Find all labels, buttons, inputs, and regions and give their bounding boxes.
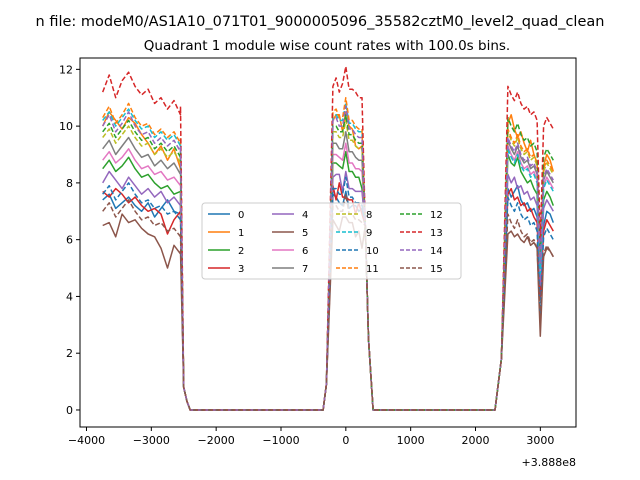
x-tick-label: 1000	[397, 434, 425, 447]
y-tick-label: 6	[66, 234, 73, 247]
legend-label-14: 14	[430, 246, 443, 257]
legend-label-3: 3	[238, 264, 244, 275]
series-line-13	[101, 65, 554, 411]
y-tick-label: 12	[59, 63, 73, 76]
series-line-9	[102, 102, 554, 411]
x-tick-label: −1000	[262, 434, 299, 447]
x-axis: −4000 −3000 −2000 −1000 0 1000 2000 3000	[68, 427, 554, 447]
chart-title: Quadrant 1 module wise count rates with …	[144, 38, 510, 54]
plot-area-frame	[79, 57, 577, 428]
series-line-12	[102, 114, 554, 411]
figure-suptitle: n file: modeM0/AS1A10_071T01_9000005096_…	[36, 14, 605, 30]
legend-label-1: 1	[238, 228, 244, 239]
legend-label-4: 4	[302, 210, 308, 221]
legend-frame	[201, 202, 462, 280]
legend-label-0: 0	[238, 210, 244, 221]
series-line-14	[102, 105, 554, 411]
legend-label-9: 9	[366, 228, 372, 239]
x-tick-label: −4000	[68, 434, 105, 447]
y-tick-label: 2	[66, 347, 73, 360]
y-axis: 0 2 4 6 8 10 12	[59, 63, 80, 417]
legend-label-2: 2	[238, 246, 244, 257]
legend-label-12: 12	[430, 210, 443, 221]
legend-label-5: 5	[302, 228, 308, 239]
x-tick-label: 0	[342, 434, 349, 447]
y-tick-label: 10	[59, 120, 73, 133]
legend-label-8: 8	[366, 210, 372, 221]
x-tick-label: 3000	[526, 434, 554, 447]
series-line-11	[102, 96, 554, 411]
y-tick-label: 8	[66, 177, 73, 190]
legend-label-11: 11	[366, 264, 379, 275]
legend-label-15: 15	[430, 264, 443, 275]
x-tick-label: −2000	[198, 434, 235, 447]
x-tick-label: −3000	[133, 434, 170, 447]
series-line-7	[102, 131, 554, 411]
series-line-3	[102, 182, 554, 411]
series-line-4	[102, 170, 554, 411]
x-axis-offset-label: +3.888e8	[522, 456, 576, 469]
series-layer	[101, 65, 555, 411]
legend-label-6: 6	[302, 246, 308, 257]
series-line-10	[102, 176, 554, 411]
y-tick-label: 0	[66, 404, 73, 417]
series-line-2	[102, 150, 555, 411]
legend-label-7: 7	[302, 264, 308, 275]
y-tick-label: 4	[66, 290, 73, 303]
series-line-8	[102, 119, 554, 411]
legend-label-10: 10	[366, 246, 379, 257]
series-line-6	[102, 142, 554, 411]
x-tick-label: 2000	[462, 434, 490, 447]
legend-label-13: 13	[430, 228, 443, 239]
